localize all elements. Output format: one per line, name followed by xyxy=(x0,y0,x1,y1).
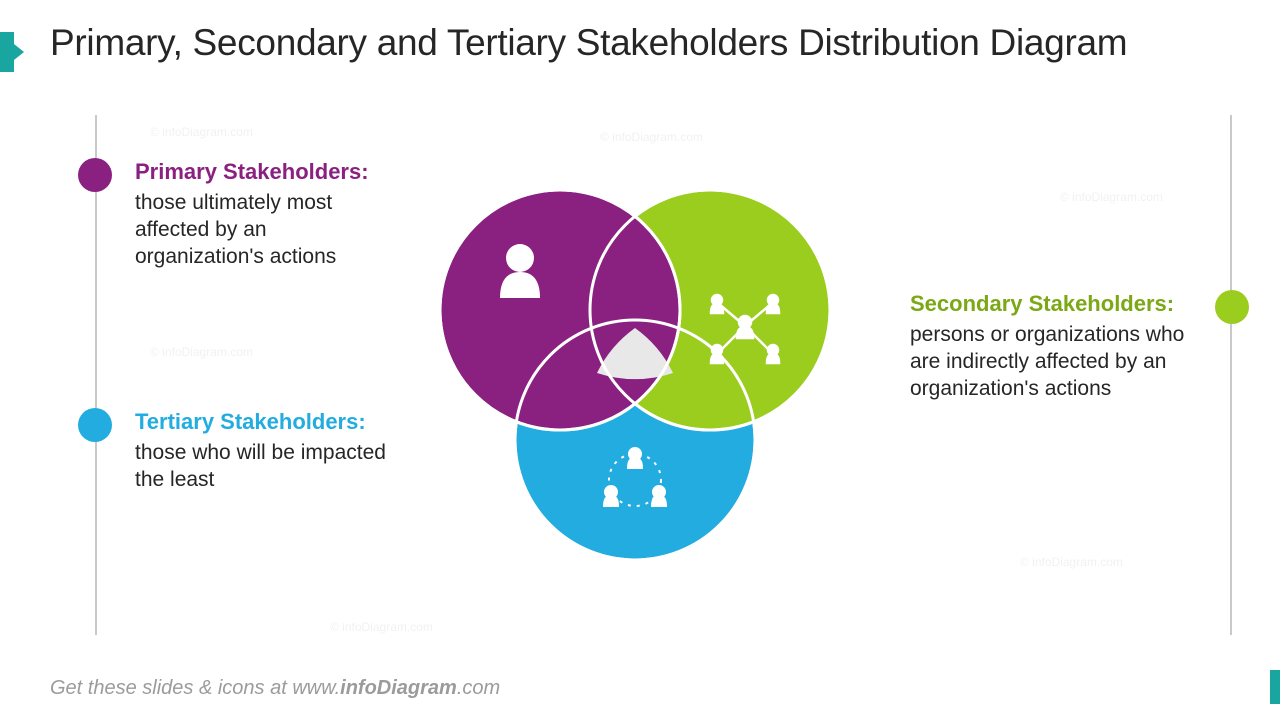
right-timeline-line xyxy=(1230,115,1232,635)
footer-bold: infoDiagram xyxy=(340,677,457,699)
page-title: Primary, Secondary and Tertiary Stakehol… xyxy=(50,22,1127,64)
secondary-text-block: Secondary Stakeholders: persons or organ… xyxy=(910,290,1190,402)
watermark: © infoDiagram.com xyxy=(150,345,253,359)
tertiary-heading: Tertiary Stakeholders: xyxy=(135,408,395,437)
footer-text: Get these slides & icons at www.infoDiag… xyxy=(50,677,500,700)
primary-dot xyxy=(78,158,112,192)
watermark: © infoDiagram.com xyxy=(150,125,253,139)
footer-suffix: .com xyxy=(457,677,500,699)
corner-accent xyxy=(1270,670,1280,704)
tertiary-dot xyxy=(78,408,112,442)
primary-heading: Primary Stakeholders: xyxy=(135,158,395,187)
watermark: © infoDiagram.com xyxy=(1020,555,1123,569)
title-accent xyxy=(0,32,14,72)
tertiary-text-block: Tertiary Stakeholders: those who will be… xyxy=(135,408,395,493)
secondary-heading: Secondary Stakeholders: xyxy=(910,290,1190,319)
tertiary-body: those who will be impacted the least xyxy=(135,439,395,494)
slide: Primary, Secondary and Tertiary Stakehol… xyxy=(0,0,1280,720)
primary-body: those ultimately most affected by an org… xyxy=(135,189,395,271)
left-timeline-line xyxy=(95,115,97,635)
watermark: © infoDiagram.com xyxy=(600,130,703,144)
secondary-body: persons or organizations who are indirec… xyxy=(910,321,1190,403)
primary-text-block: Primary Stakeholders: those ultimately m… xyxy=(135,158,395,270)
watermark: © infoDiagram.com xyxy=(330,620,433,634)
watermark: © infoDiagram.com xyxy=(1060,190,1163,204)
secondary-dot xyxy=(1215,290,1249,324)
venn-diagram xyxy=(430,175,840,585)
footer-prefix: Get these slides & icons at www. xyxy=(50,677,340,699)
